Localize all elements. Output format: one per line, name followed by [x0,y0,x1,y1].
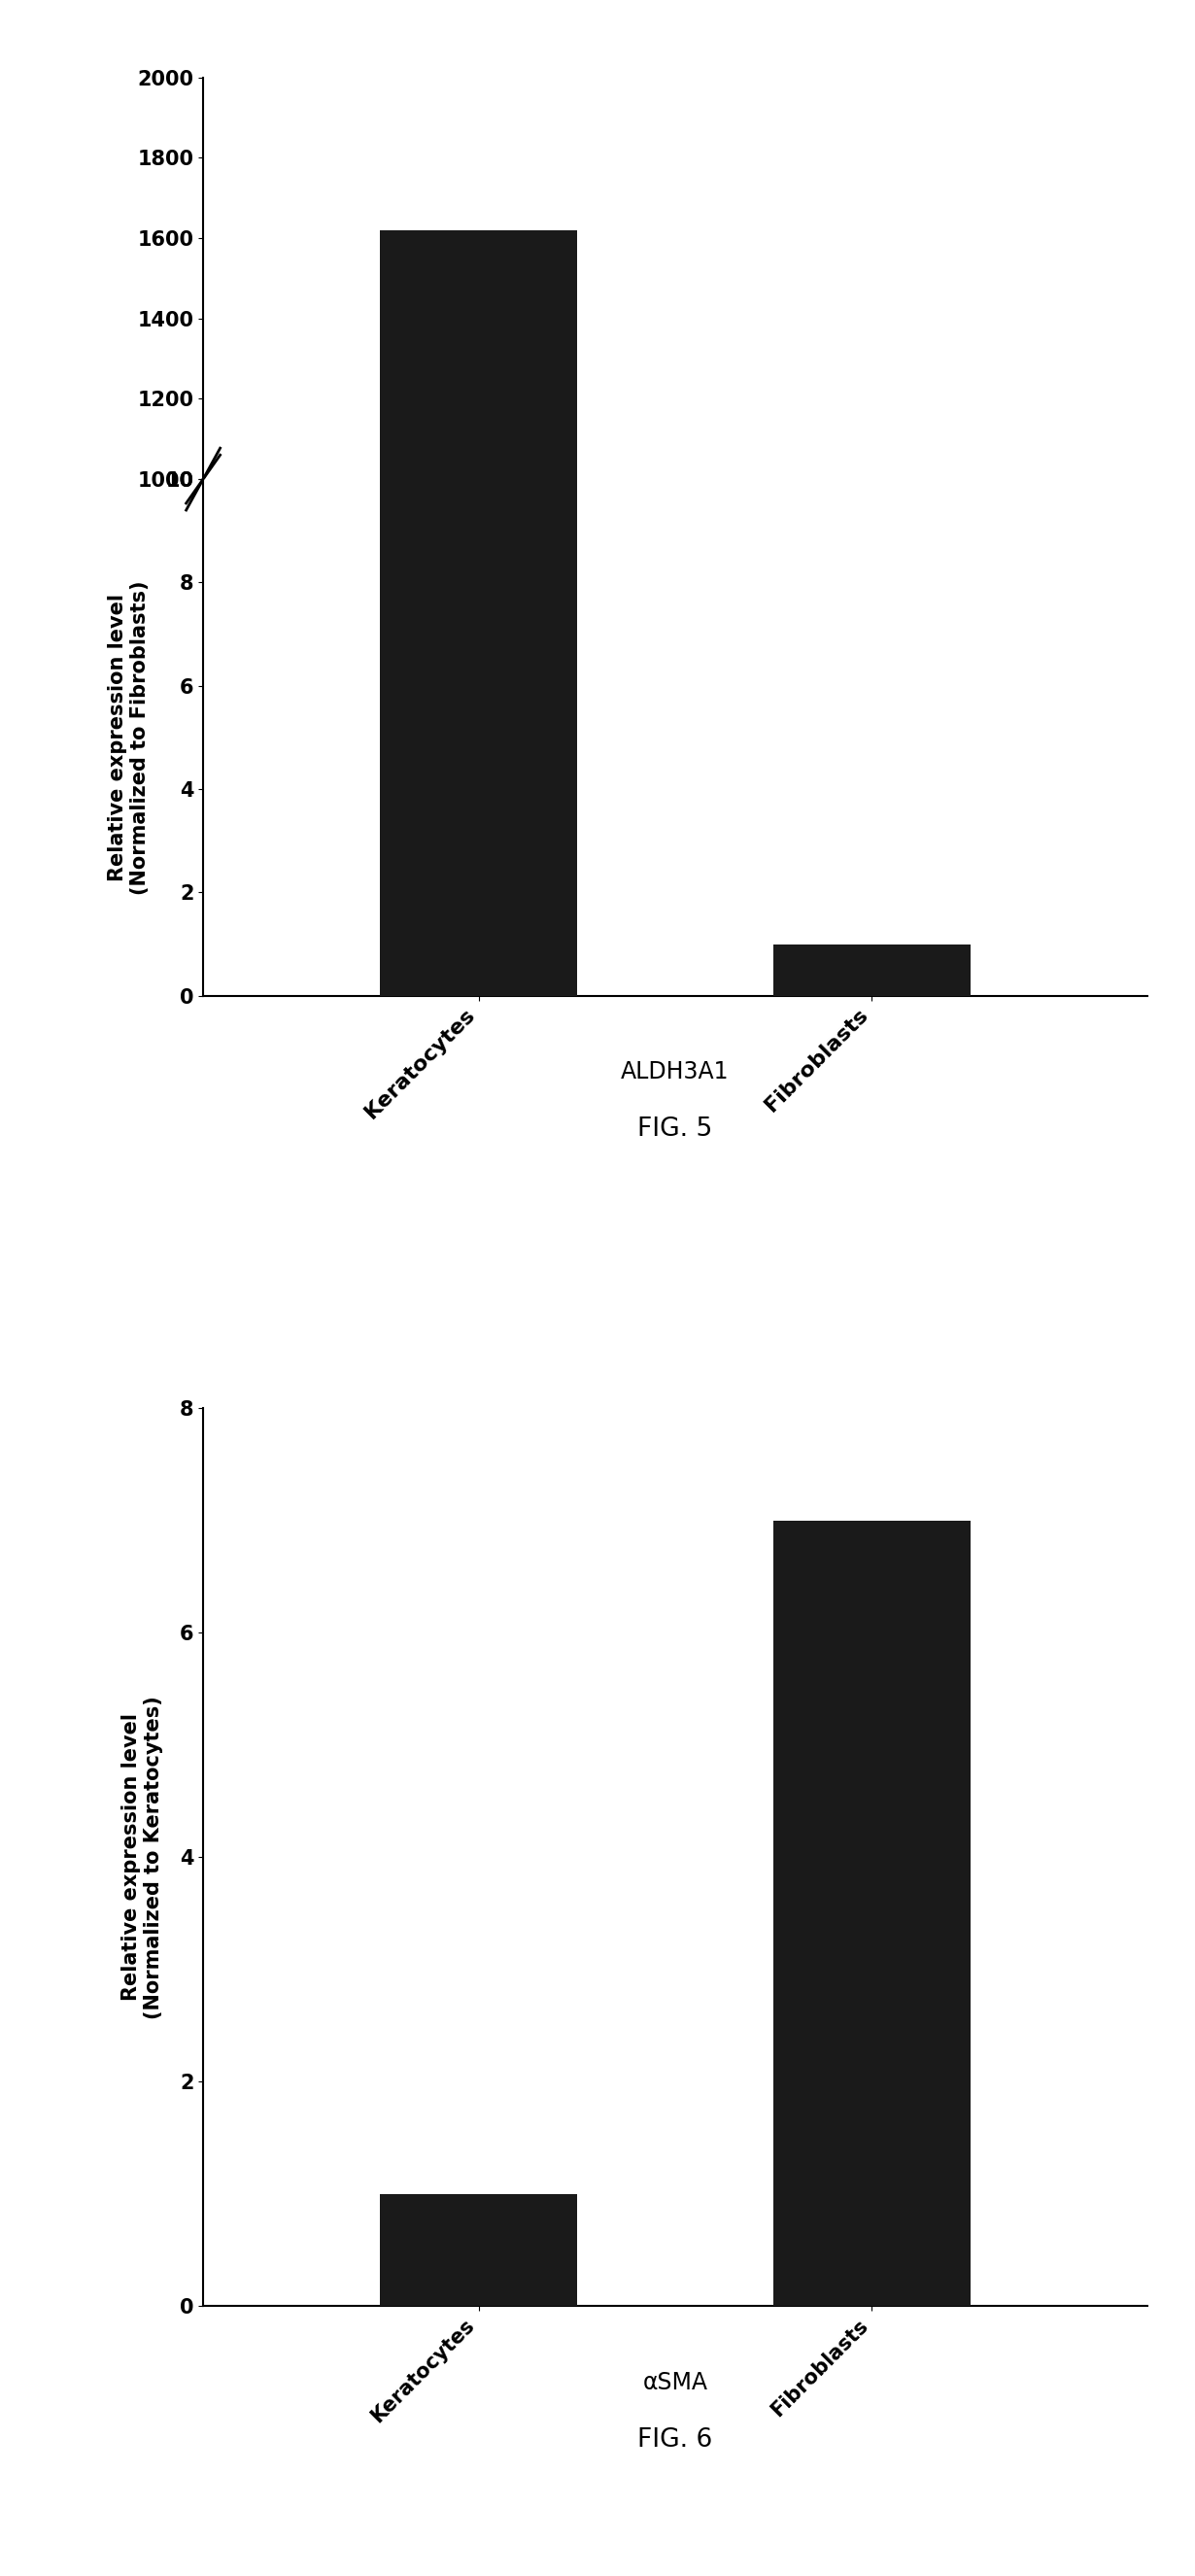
Y-axis label: Relative expression level
(Normalized to Fibroblasts): Relative expression level (Normalized to… [108,580,149,894]
Bar [380,2195,577,2306]
Bar [380,229,577,881]
Text: αSMA: αSMA [643,2370,707,2393]
Text: FIG. 6: FIG. 6 [638,2427,712,2452]
Bar [380,0,577,997]
Bar [773,945,970,997]
Text: ALDH3A1: ALDH3A1 [621,1061,729,1084]
Text: FIG. 5: FIG. 5 [638,1118,712,1141]
Y-axis label: Relative expression level
(Normalized to Keratocytes): Relative expression level (Normalized to… [122,1695,164,2020]
Bar [773,1520,970,2306]
